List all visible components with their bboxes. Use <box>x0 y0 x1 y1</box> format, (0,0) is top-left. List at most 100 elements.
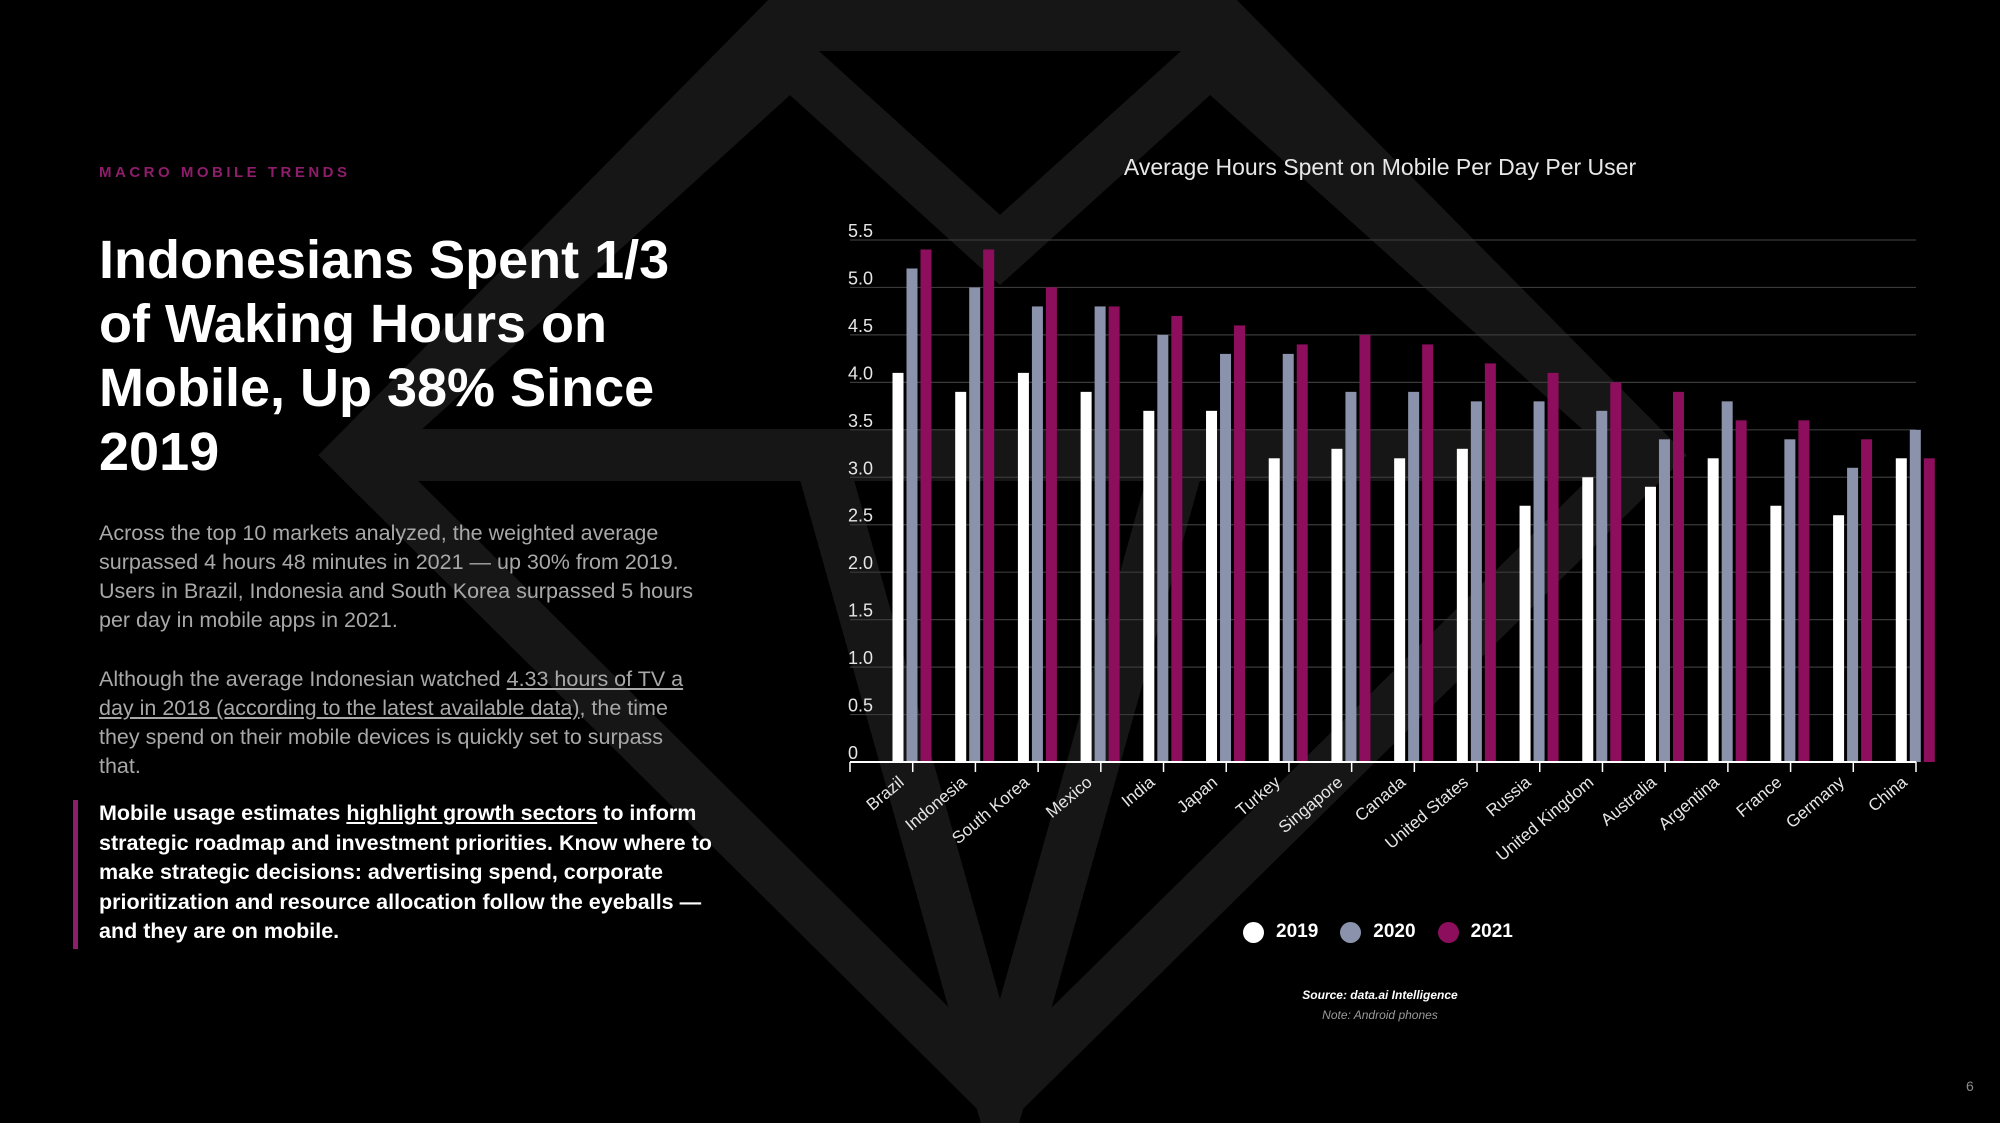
bar-2021 <box>983 249 995 762</box>
bar-2020 <box>1596 410 1608 762</box>
y-tick-label: 5.5 <box>848 221 873 241</box>
x-category-label: Argentina <box>1655 772 1723 834</box>
x-category-label: Japan <box>1173 773 1221 817</box>
bar-2020 <box>1345 391 1357 762</box>
y-tick-label: 2.0 <box>848 553 873 573</box>
bar-2021 <box>1234 325 1246 762</box>
bar-2020 <box>1282 353 1294 762</box>
callout-text: Mobile usage estimates highlight growth … <box>99 799 719 947</box>
bar-2021 <box>1045 287 1057 762</box>
bar-2021 <box>1861 439 1873 762</box>
bar-2019 <box>1394 458 1406 762</box>
y-tick-label: 3.5 <box>848 411 873 431</box>
bar-2020 <box>1220 353 1232 762</box>
chart-note: Note: Android phones <box>1322 1008 1438 1022</box>
bar-2019 <box>1833 515 1845 762</box>
bar-2020 <box>1157 334 1169 762</box>
y-tick-label: 1.5 <box>848 601 873 621</box>
bar-2021 <box>1798 420 1810 762</box>
bar-2021 <box>1359 334 1371 762</box>
legend-item-2021: 2021 <box>1437 921 1513 943</box>
x-category-label: Mexico <box>1042 773 1095 822</box>
legend-swatch-2019 <box>1243 921 1264 943</box>
legend-swatch-2020 <box>1340 921 1362 943</box>
bar-2020 <box>1094 306 1106 762</box>
bar-2021 <box>1610 382 1622 762</box>
x-category-label: Singapore <box>1275 773 1347 837</box>
y-tick-label: 0 <box>848 743 858 763</box>
chart-title: Average Hours Spent on Mobile Per Day Pe… <box>1123 154 1637 180</box>
x-category-label: China <box>1865 772 1912 815</box>
legend-label-2021: 2021 <box>1470 921 1513 942</box>
y-tick-label: 2.5 <box>848 506 873 526</box>
x-category-label: Russia <box>1483 772 1535 820</box>
y-tick-label: 0.5 <box>848 696 873 716</box>
y-tick-label: 5.0 <box>848 268 873 288</box>
bar-2019 <box>1456 448 1468 762</box>
bar-2021 <box>1484 363 1496 762</box>
tv-hours-link[interactable]: 4.33 hours of TV a day in 2018 (accordin… <box>99 667 684 720</box>
bar-2019 <box>1895 458 1907 762</box>
bar-2019 <box>1519 505 1531 762</box>
bar-2021 <box>1672 391 1684 762</box>
chart-legend: 2019 2020 2021 <box>1243 921 1535 943</box>
y-tick-label: 1.0 <box>848 648 873 668</box>
bar-2019 <box>1143 410 1155 762</box>
y-tick-label: 4.0 <box>848 363 873 383</box>
page-headline: Indonesians Spent 1/3 of Waking Hours on… <box>99 230 670 482</box>
bar-2020 <box>1847 467 1859 762</box>
bar-2021 <box>1923 458 1935 762</box>
body-paragraph-2: Although the average Indonesian watched … <box>99 665 709 781</box>
bar-2020 <box>906 268 918 762</box>
bar-2019 <box>1331 448 1343 762</box>
bar-2020 <box>969 287 981 762</box>
x-category-label: France <box>1733 773 1786 822</box>
legend-item-2020: 2020 <box>1340 921 1416 943</box>
bar-2020 <box>1533 401 1545 762</box>
x-category-label: Australia <box>1597 772 1660 829</box>
bar-2020 <box>1658 439 1670 762</box>
chart-source: Source: data.ai Intelligence <box>1302 988 1458 1002</box>
legend-item-2019: 2019 <box>1243 921 1318 943</box>
bar-2019 <box>1582 477 1594 762</box>
x-category-label: Germany <box>1782 772 1848 832</box>
bar-2019 <box>955 391 967 762</box>
bar-2021 <box>1735 420 1747 762</box>
bar-2019 <box>1017 372 1029 762</box>
callout-accent-bar <box>73 800 78 949</box>
bar-2021 <box>1547 372 1559 762</box>
paragraph-2-text-before: Although the average Indonesian watched <box>99 667 507 691</box>
bar-2019 <box>892 372 904 762</box>
legend-swatch-2021 <box>1437 921 1459 943</box>
bar-2020 <box>1470 401 1482 762</box>
bar-2021 <box>1171 315 1183 762</box>
page-number: 6 <box>1966 1078 1974 1094</box>
y-tick-label: 4.5 <box>848 316 873 336</box>
bar-2019 <box>1206 410 1218 762</box>
x-category-label: Canada <box>1351 772 1409 825</box>
x-category-label: Turkey <box>1232 772 1284 820</box>
paragraph-2-text-after: , the time they spend on their mobile de… <box>99 696 668 778</box>
bar-2019 <box>1644 486 1656 762</box>
bar-2020 <box>1909 429 1921 762</box>
x-category-label: Brazil <box>863 773 908 815</box>
section-eyebrow: MACRO MOBILE TRENDS <box>99 164 351 181</box>
bar-2021 <box>1296 344 1308 762</box>
callout-text-after: to inform strategic roadmap and investme… <box>99 801 712 943</box>
callout-text-before: Mobile usage estimates <box>99 801 347 825</box>
bar-2021 <box>1108 306 1120 762</box>
body-paragraph-1: Across the top 10 markets analyzed, the … <box>99 521 693 632</box>
bar-2019 <box>1268 458 1280 762</box>
growth-sectors-link[interactable]: highlight growth sectors <box>346 801 598 825</box>
y-tick-label: 3.0 <box>848 458 873 478</box>
bar-2021 <box>1422 344 1434 762</box>
bar-2019 <box>1770 505 1782 762</box>
bar-2019 <box>1707 458 1719 762</box>
legend-label-2020: 2020 <box>1373 921 1416 942</box>
bar-2019 <box>1080 391 1092 762</box>
bar-2020 <box>1031 306 1043 762</box>
bar-2020 <box>1721 401 1733 762</box>
bar-2020 <box>1408 391 1420 762</box>
